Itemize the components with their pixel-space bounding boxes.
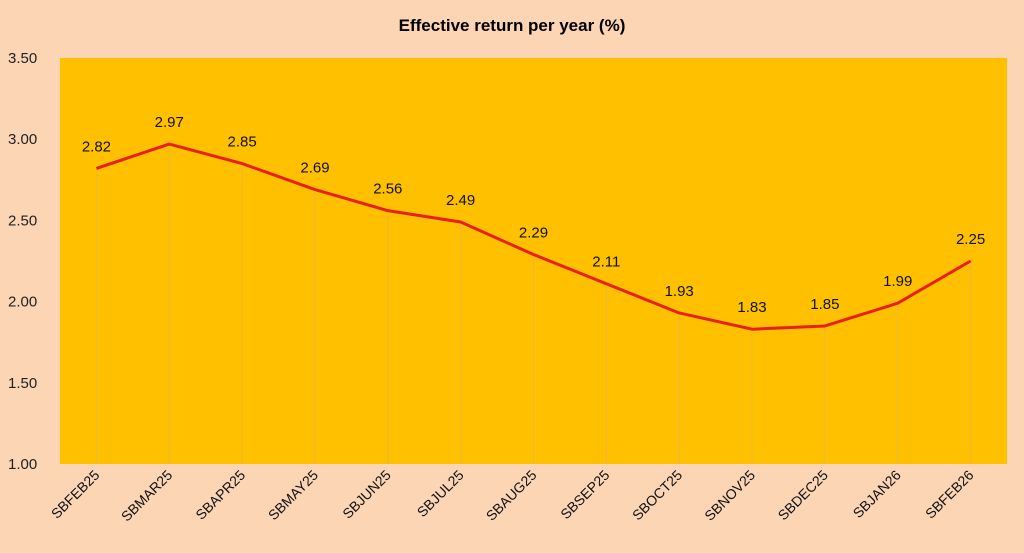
x-tick-label: SBOCT25 <box>629 467 686 524</box>
x-tick-label: SBNOV25 <box>701 467 758 524</box>
x-tick-label: SBJUL25 <box>414 467 467 520</box>
x-tick-label: SBMAR25 <box>118 467 176 525</box>
chart-title: Effective return per year (%) <box>399 16 626 35</box>
x-tick-label: SBDEC25 <box>775 467 832 524</box>
data-label: 2.56 <box>373 181 402 198</box>
y-tick-label: 3.50 <box>8 50 37 67</box>
data-label: 2.49 <box>446 192 475 209</box>
x-tick-label: SBFEB25 <box>48 467 103 522</box>
data-label: 2.97 <box>155 114 184 131</box>
data-label: 2.82 <box>82 138 111 155</box>
y-tick-label: 1.50 <box>8 375 37 392</box>
data-labels: 2.82 2.97 2.85 2.69 2.56 2.49 2.29 2.11 1.93 1.83… <box>82 114 985 330</box>
data-label: 2.85 <box>228 134 257 151</box>
x-tick-label: SBFEB26 <box>922 467 977 522</box>
y-axis: 1.00 1.50 2.00 2.50 3.00 3.50 <box>8 50 37 473</box>
x-tick-label: SBJAN26 <box>850 467 904 521</box>
x-axis: SBFEB25 SBMAR25 SBAPR25 SBMAY25 SBJUN25 SBJUL… <box>48 467 977 525</box>
y-tick-label: 2.00 <box>8 294 37 311</box>
x-tick-label: SBMAY25 <box>265 467 321 523</box>
data-label: 2.25 <box>956 231 985 248</box>
data-label: 1.83 <box>737 299 766 316</box>
data-label: 1.93 <box>665 283 694 300</box>
drop-lines <box>95 144 972 464</box>
data-label: 2.29 <box>519 225 548 242</box>
x-tick-label: SBAPR25 <box>192 467 248 523</box>
y-tick-label: 3.00 <box>8 131 37 148</box>
y-tick-label: 1.00 <box>8 456 37 473</box>
data-label: 1.85 <box>810 296 839 313</box>
y-tick-label: 2.50 <box>8 212 37 229</box>
x-tick-label: SBAUG25 <box>483 467 540 524</box>
data-label: 1.99 <box>883 273 912 290</box>
x-tick-label: SBJUN25 <box>339 467 394 522</box>
data-label: 2.11 <box>592 254 620 271</box>
data-label: 2.69 <box>300 160 329 177</box>
x-tick-label: SBSEP25 <box>557 467 612 522</box>
